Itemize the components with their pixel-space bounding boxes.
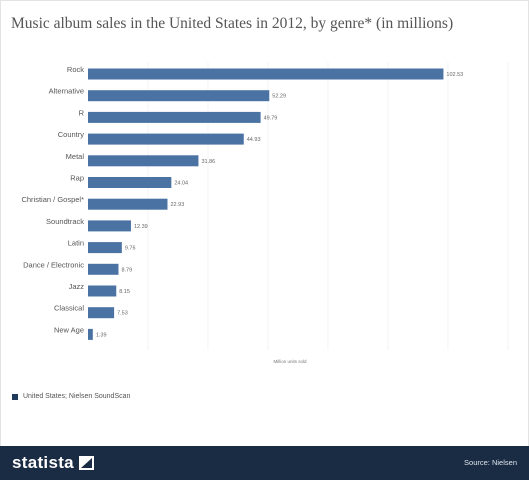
bar[interactable] [88,198,168,210]
bar[interactable] [88,285,117,297]
bar-chart: Rock 102.53 Alternative 52.29 R 49.79 Country 4… [21,62,509,364]
footer-bar: statista Source: Nielsen [0,446,529,480]
value-label: 7.53 [117,311,128,317]
bar[interactable] [88,220,131,232]
value-label: 102.53 [446,72,463,78]
category-label: Jazz [69,282,85,291]
value-label: 44.93 [247,137,261,143]
statista-logo-icon [79,456,94,470]
category-label: Country [58,130,85,139]
legend-label: United States; Nielsen SoundScan [23,393,131,400]
category-label: Rock [67,65,84,74]
value-label: 22.93 [170,202,184,208]
chart-title: Music album sales in the United States i… [11,15,454,32]
bar[interactable] [88,263,119,275]
category-label: New Age [54,325,84,334]
category-label: Christian / Gospel* [21,195,84,204]
bar[interactable] [88,328,93,340]
category-label: Latin [68,239,84,248]
category-label: Dance / Electronic [23,260,84,269]
bar[interactable] [88,68,444,80]
value-label: 1.39 [96,332,107,338]
category-label: Metal [66,152,85,161]
bar[interactable] [88,90,270,102]
statista-logo[interactable]: statista [12,453,74,472]
bar[interactable] [88,111,261,123]
legend-swatch [12,393,18,400]
value-label: 31.86 [201,159,215,165]
bar[interactable] [88,133,244,145]
bar[interactable] [88,155,199,167]
legend: United States; Nielsen SoundScan [12,393,130,400]
value-label: 52.29 [272,94,286,100]
category-label: Rap [70,174,84,183]
value-label: 12.39 [134,224,148,230]
category-label: Classical [54,304,84,313]
category-label: R [79,108,85,117]
value-label: 24.04 [174,181,188,187]
bar[interactable] [88,307,115,319]
bar[interactable] [88,242,122,254]
bar[interactable] [88,177,172,188]
category-label: Alternative [49,87,84,96]
value-label: 8.15 [119,289,130,295]
value-label: 8.79 [121,267,132,273]
x-axis-label: Million units sold [273,359,307,364]
source-note: Source: Nielsen [464,458,517,467]
value-label: 49.79 [264,115,278,121]
category-label: Soundtrack [46,217,84,226]
value-label: 9.76 [125,246,136,252]
